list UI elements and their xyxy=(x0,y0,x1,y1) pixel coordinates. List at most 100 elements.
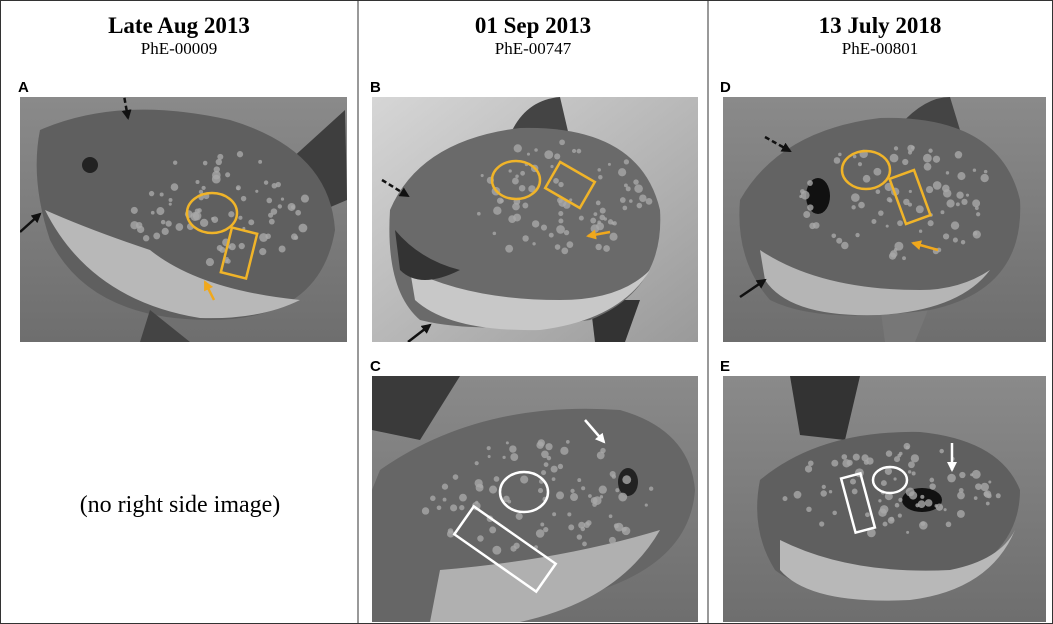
spot xyxy=(217,245,223,251)
spot xyxy=(855,233,859,237)
spot xyxy=(807,180,813,186)
spot xyxy=(597,221,601,225)
spot xyxy=(878,210,884,216)
spot xyxy=(422,507,429,514)
spot xyxy=(620,197,626,203)
spot xyxy=(532,242,535,245)
spot xyxy=(258,160,262,164)
spot xyxy=(541,224,547,230)
spot xyxy=(477,535,483,541)
spot xyxy=(912,471,916,475)
spot xyxy=(206,258,214,266)
spot xyxy=(570,493,578,501)
spot xyxy=(592,502,597,507)
spot xyxy=(919,230,922,233)
spot xyxy=(505,245,513,253)
spot xyxy=(540,522,544,526)
spot xyxy=(588,494,592,498)
spot xyxy=(559,139,565,145)
spot xyxy=(255,190,258,193)
spot xyxy=(966,194,969,197)
spot xyxy=(646,198,653,205)
spot xyxy=(538,488,543,493)
column-title: 01 Sep 2013 xyxy=(475,13,591,38)
spot xyxy=(512,178,519,185)
spot xyxy=(936,504,943,511)
spot xyxy=(151,211,155,215)
spot xyxy=(942,185,950,193)
spot xyxy=(238,216,242,220)
spot xyxy=(547,456,551,460)
spot xyxy=(519,185,526,192)
spot xyxy=(567,241,574,248)
spot xyxy=(570,489,574,493)
spot xyxy=(443,498,447,502)
spot xyxy=(171,183,179,191)
spot xyxy=(291,205,295,209)
spot xyxy=(959,472,965,478)
spot xyxy=(972,470,981,479)
spot xyxy=(634,184,643,193)
spot xyxy=(898,514,902,518)
spot xyxy=(475,461,479,465)
spot xyxy=(544,150,553,159)
spot xyxy=(842,459,850,467)
spot xyxy=(453,474,459,480)
spot xyxy=(980,483,988,491)
spot xyxy=(513,543,519,549)
spot xyxy=(577,478,581,482)
spot xyxy=(850,479,856,485)
spot xyxy=(597,168,601,172)
column-subtitle: PhE-00009 xyxy=(141,39,218,58)
spot xyxy=(800,189,805,194)
spot xyxy=(591,224,600,233)
spot xyxy=(649,487,653,491)
spot xyxy=(554,153,560,159)
spot xyxy=(961,240,965,244)
spot xyxy=(863,175,871,183)
spot xyxy=(437,505,442,510)
spot xyxy=(925,499,933,507)
spot xyxy=(924,163,932,171)
spot xyxy=(951,221,959,229)
column-subtitle: PhE-00747 xyxy=(495,39,572,58)
photo xyxy=(723,376,1046,622)
spot xyxy=(541,470,546,475)
spot xyxy=(506,441,509,444)
spot xyxy=(241,196,246,201)
spot xyxy=(909,190,912,193)
spot xyxy=(259,248,266,255)
spot xyxy=(973,230,981,238)
panel-label: C xyxy=(370,358,381,375)
photo xyxy=(372,376,698,622)
spot xyxy=(916,205,924,213)
spot xyxy=(624,183,628,187)
spot xyxy=(923,154,932,163)
spot xyxy=(493,207,501,215)
spot xyxy=(558,464,563,469)
spot xyxy=(623,206,628,211)
spot xyxy=(895,503,900,508)
spot xyxy=(831,233,836,238)
spot xyxy=(552,477,556,481)
spot xyxy=(549,233,554,238)
spot xyxy=(538,439,545,446)
spot xyxy=(611,222,614,225)
spot xyxy=(497,198,503,204)
spot xyxy=(996,493,1001,498)
spot xyxy=(915,503,919,507)
spot xyxy=(622,527,631,536)
spot xyxy=(560,447,568,455)
spot xyxy=(520,171,525,176)
spot xyxy=(169,198,173,202)
spot xyxy=(153,232,160,239)
spot xyxy=(834,157,841,164)
spot xyxy=(226,259,231,264)
spot xyxy=(239,243,245,249)
spot xyxy=(988,481,991,484)
spot xyxy=(906,446,910,450)
spot xyxy=(487,446,491,450)
spot xyxy=(908,461,915,468)
spot xyxy=(512,203,520,211)
spot xyxy=(888,199,892,203)
